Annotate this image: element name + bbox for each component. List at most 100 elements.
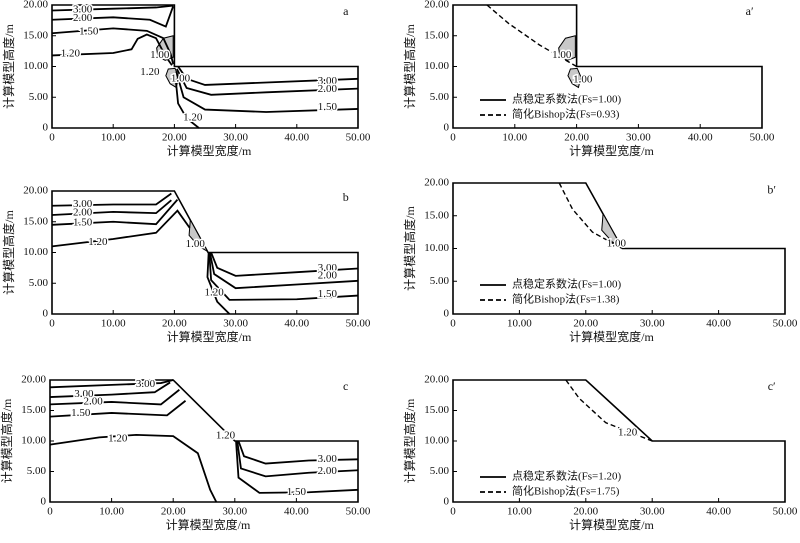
x-tick-label: 50.00 [346, 318, 371, 330]
x-axis-label: 计算模型宽度/m [167, 329, 252, 344]
contour-line [51, 209, 191, 248]
x-tick-label: 50.00 [773, 318, 798, 330]
contour-line [208, 252, 359, 301]
x-tick-label: 50.00 [346, 506, 371, 518]
x-tick-label: 30.00 [626, 132, 651, 144]
x-tick-label: 50.00 [750, 132, 775, 144]
y-tick-label: 20.00 [21, 374, 46, 386]
y-tick-label: 5.00 [430, 465, 450, 477]
low-safety-zone [567, 67, 582, 89]
panel-label: b′ [767, 183, 776, 197]
x-tick-label: 0 [49, 318, 55, 330]
contour-line [49, 381, 171, 398]
y-tick-label: 10.00 [424, 60, 449, 72]
y-tick-label: 5.00 [29, 91, 49, 103]
x-tick-label: 10.00 [507, 318, 532, 330]
contour-label: 1.00 [150, 49, 170, 61]
contour-line [174, 78, 200, 129]
contour-label: 1.50 [287, 486, 307, 498]
y-tick-label: 10.00 [424, 435, 449, 447]
x-tick-label: 10.00 [99, 506, 124, 518]
contour-line [49, 400, 187, 418]
slope-outline [452, 379, 786, 503]
y-tick-label: 0 [444, 496, 450, 508]
contour-line [51, 199, 179, 226]
contour-label: 1.20 [108, 433, 128, 445]
x-tick-label: 30.00 [223, 318, 248, 330]
panel-label: a [343, 4, 349, 18]
contour-line [177, 65, 359, 86]
contour-label: 2.00 [318, 465, 338, 477]
x-tick-label: 30.00 [640, 506, 665, 518]
contour-line [51, 5, 175, 28]
y-axis-label: 计算模型高度/m [0, 398, 14, 483]
legend-label: 点稳定系数法(Fs=1.20) [512, 469, 622, 483]
contour-label: 1.00 [171, 72, 191, 84]
legend-label: 简化Bishop法(Fs=1.75) [512, 484, 620, 498]
x-tick-label: 20.00 [161, 506, 186, 518]
y-axis-label: 计算模型高度/m [402, 398, 417, 483]
contour-label: 1.00 [607, 237, 627, 249]
contour-label: 2.00 [73, 12, 93, 24]
x-tick-label: 0 [450, 132, 456, 144]
x-tick-label: 40.00 [706, 318, 731, 330]
x-tick-label: 10.00 [502, 132, 527, 144]
x-tick-label: 50.00 [773, 506, 798, 518]
contour-label: 3.00 [318, 75, 338, 87]
contour-label: 1.00 [552, 49, 572, 61]
x-tick-label: 20.00 [573, 318, 598, 330]
y-tick-label: 10.00 [23, 246, 48, 258]
x-tick-label: 0 [49, 132, 55, 144]
contour-label: 1.50 [71, 407, 91, 419]
panel-label: b [343, 190, 349, 204]
contour-line [51, 27, 175, 65]
x-axis-label: 计算模型宽度/m [569, 143, 654, 158]
x-tick-label: 20.00 [573, 506, 598, 518]
x-tick-label: 40.00 [706, 506, 731, 518]
contour-label: 1.50 [318, 101, 338, 113]
contour-label: 1.50 [79, 26, 99, 38]
y-tick-label: 10.00 [21, 435, 46, 447]
low-safety-zone [188, 218, 209, 253]
contour-line [175, 71, 359, 113]
y-tick-label: 20.00 [424, 177, 449, 189]
contour-label: 1.00 [573, 74, 593, 86]
contour-label: 1.20 [183, 112, 203, 124]
contour-label: 3.00 [318, 453, 338, 465]
contour-line [176, 68, 359, 96]
x-tick-label: 20.00 [162, 132, 187, 144]
panel-label: c′ [768, 379, 776, 393]
y-tick-label: 20.00 [424, 374, 449, 386]
x-tick-label: 40.00 [688, 132, 713, 144]
x-tick-label: 30.00 [640, 318, 665, 330]
contour-label: 3.00 [74, 388, 94, 400]
contour-label: 3.00 [73, 198, 93, 210]
contour-line [49, 433, 218, 503]
y-tick-label: 10.00 [23, 60, 48, 72]
contour-line [206, 252, 231, 315]
y-tick-label: 0 [43, 308, 49, 320]
x-tick-label: 40.00 [284, 318, 309, 330]
x-tick-label: 10.00 [101, 132, 126, 144]
y-tick-label: 15.00 [424, 29, 449, 41]
contour-label: 2.00 [318, 83, 338, 95]
y-tick-label: 20.00 [23, 185, 48, 197]
y-tick-label: 5.00 [430, 91, 450, 103]
x-tick-label: 20.00 [564, 132, 589, 144]
contour-label: 3.00 [73, 3, 93, 15]
legend-label: 简化Bishop法(Fs=1.38) [512, 292, 620, 306]
legend-label: 点稳定系数法(Fs=1.00) [512, 92, 622, 106]
x-tick-label: 30.00 [222, 506, 247, 518]
y-tick-label: 0 [41, 496, 47, 508]
contour-label: 1.00 [186, 238, 206, 250]
y-tick-label: 0 [444, 308, 450, 320]
x-tick-label: 50.00 [346, 132, 371, 144]
y-tick-label: 15.00 [23, 215, 48, 227]
contour-line [209, 252, 359, 290]
bishop-slip-surface [565, 379, 653, 442]
y-axis-label: 计算模型高度/m [1, 210, 16, 295]
bishop-slip-surface [558, 182, 623, 250]
y-tick-label: 15.00 [21, 404, 46, 416]
contour-label: 2.00 [318, 269, 338, 281]
